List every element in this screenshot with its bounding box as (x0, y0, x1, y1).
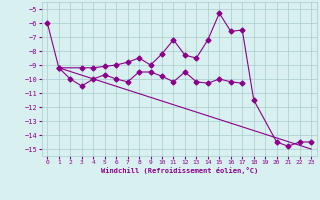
X-axis label: Windchill (Refroidissement éolien,°C): Windchill (Refroidissement éolien,°C) (100, 167, 258, 174)
